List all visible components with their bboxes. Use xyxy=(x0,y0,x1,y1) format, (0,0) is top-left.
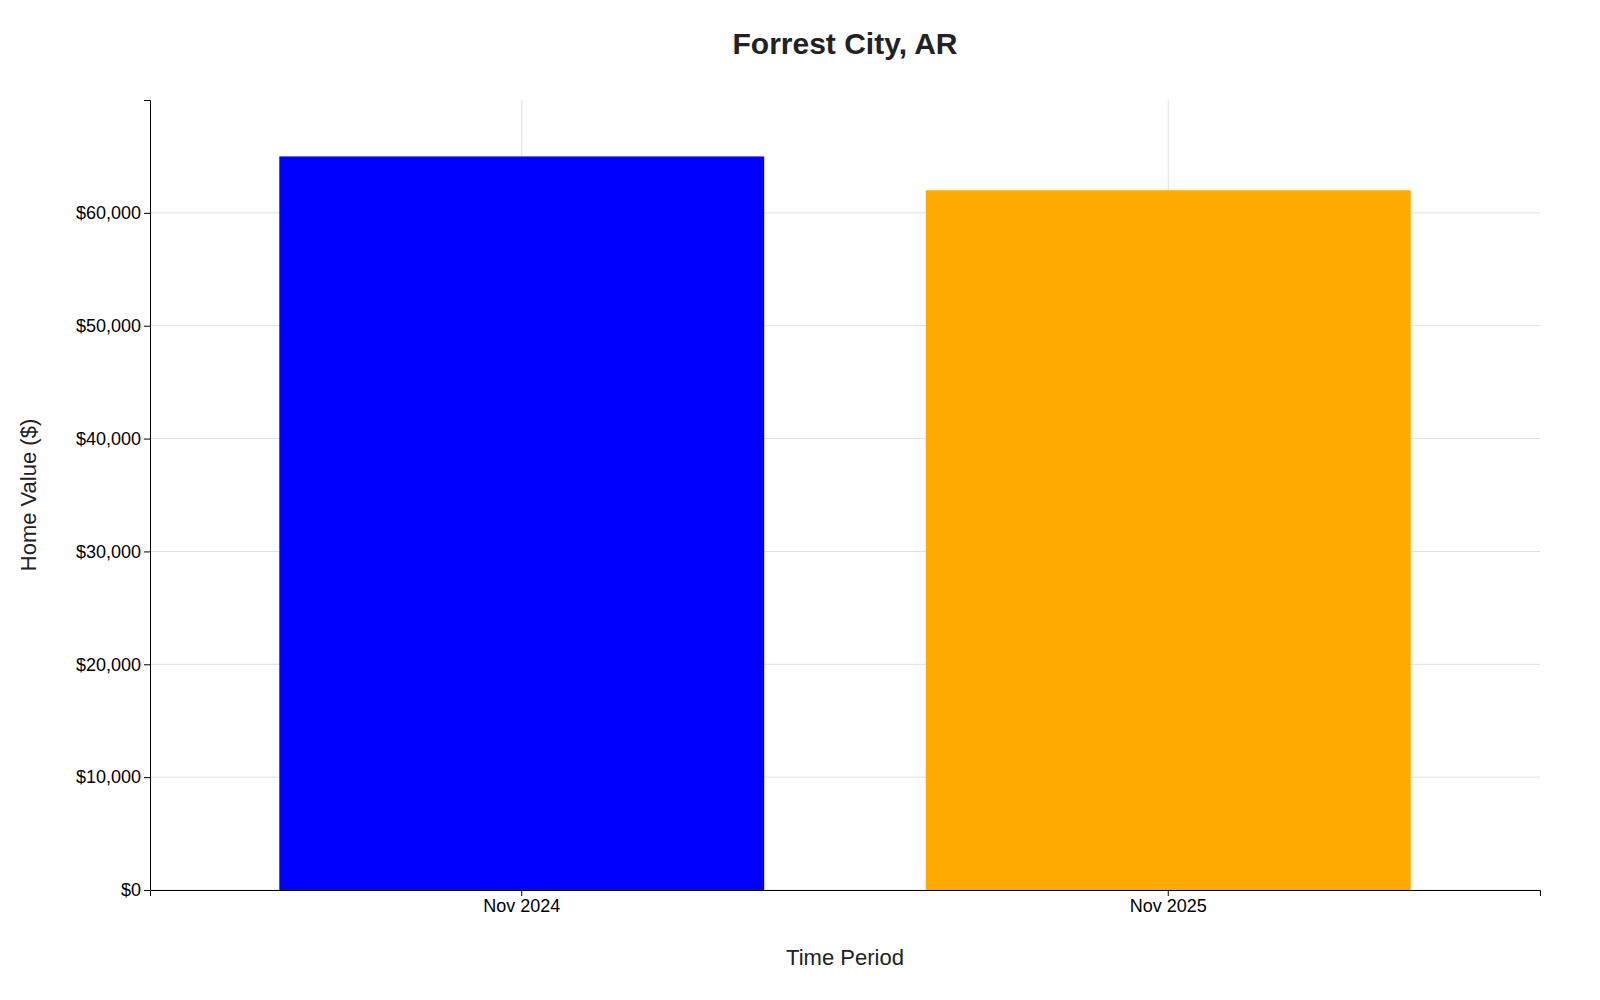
y-tick: $50,000 xyxy=(76,316,150,336)
title: Forrest City, AR xyxy=(732,27,957,60)
y-tick-label: $0 xyxy=(121,880,141,900)
y-tick-label: $60,000 xyxy=(76,203,141,223)
y-tick-mark xyxy=(144,777,150,778)
bar xyxy=(926,190,1411,890)
y-tick-label: $30,000 xyxy=(76,542,141,562)
y-tick-label: $50,000 xyxy=(76,316,141,336)
y-tick: $10,000 xyxy=(76,767,150,787)
bars xyxy=(279,156,1410,890)
y-tick-mark xyxy=(144,213,150,214)
bar xyxy=(279,156,764,890)
x-tick-label: Nov 2024 xyxy=(483,896,560,916)
x-tick-label: Nov 2025 xyxy=(1130,896,1207,916)
y-tick-mark xyxy=(144,890,150,891)
y-tick: $20,000 xyxy=(76,655,150,675)
x-tick: Nov 2024 xyxy=(483,890,560,916)
y-tick-mark xyxy=(144,439,150,440)
plot-area: $0 $10,000 $20,000 $30,000 $40,000 $50,000 $60… xyxy=(76,100,1541,916)
x-axis-title: Time Period xyxy=(786,945,904,970)
y-axis-title: Home Value ($) xyxy=(16,419,41,571)
y-tick: $60,000 xyxy=(76,203,150,223)
grid xyxy=(150,100,1540,890)
y-tick: $40,000 xyxy=(76,429,150,449)
y-tick: $0 xyxy=(121,880,150,900)
x-tick: Nov 2025 xyxy=(1130,890,1207,916)
y-tick-mark xyxy=(144,551,150,552)
y-axis-line xyxy=(144,101,151,891)
y-tick-label: $20,000 xyxy=(76,655,141,675)
y-tick: $30,000 xyxy=(76,542,150,562)
y-tick-label: $10,000 xyxy=(76,767,141,787)
y-tick-mark xyxy=(144,326,150,327)
y-tick-mark xyxy=(144,664,150,665)
x-axis-line xyxy=(151,891,1541,897)
y-tick-label: $40,000 xyxy=(76,429,141,449)
chart-svg: $0 $10,000 $20,000 $30,000 $40,000 $50,000 $60… xyxy=(0,0,1600,1000)
chart-container: $0 $10,000 $20,000 $30,000 $40,000 $50,000 $60… xyxy=(0,0,1600,1000)
y-axis: $0 $10,000 $20,000 $30,000 $40,000 $50,000 $60… xyxy=(76,101,151,901)
x-axis: Nov 2024 Nov 2025 xyxy=(151,890,1541,916)
